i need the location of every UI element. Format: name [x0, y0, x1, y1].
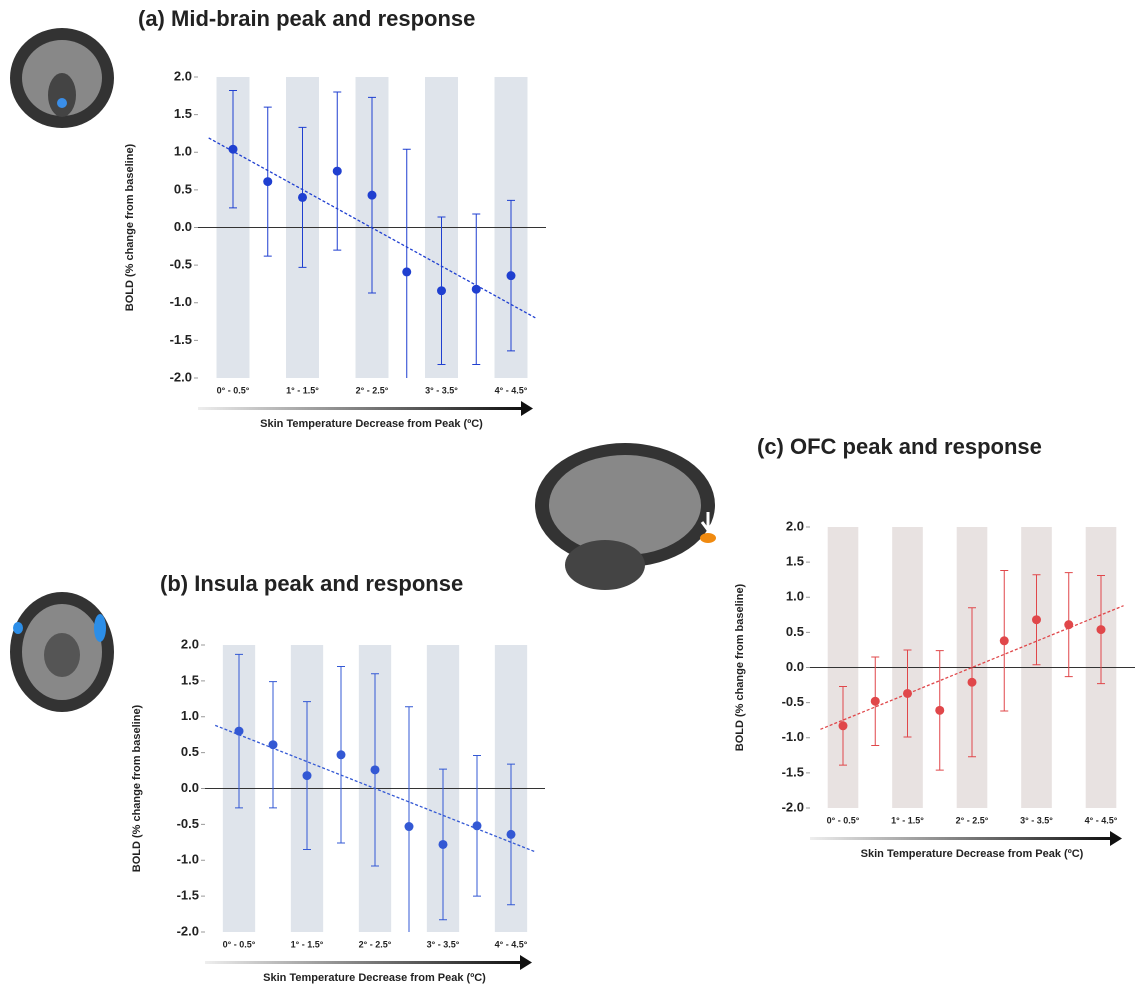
x-tick-label: 3° - 3.5° [425, 385, 458, 395]
point [229, 145, 238, 154]
x-tick-label: 1° - 1.5° [286, 385, 319, 395]
figure: 0° - 0.5° 1° - 1.5° 2° - 2.5° 3° - 3.5° 4° -… [0, 0, 1135, 988]
error-bar [405, 707, 413, 932]
point [1000, 636, 1009, 645]
x-tick-label: 1° - 1.5° [291, 939, 324, 949]
point [303, 771, 312, 780]
y-tick-label: -1.0 [782, 729, 804, 744]
point [968, 678, 977, 687]
x-tick-label: 0° - 0.5° [827, 815, 860, 825]
point [507, 830, 516, 839]
x-arrow-head [1110, 831, 1122, 846]
x-tick-label: 2° - 2.5° [956, 815, 989, 825]
y-tick-label: 2.0 [786, 518, 804, 533]
y-tick-label: -1.5 [170, 332, 192, 347]
y-tick-label: -2.0 [177, 923, 199, 938]
chart-title: (a) Mid-brain peak and response [138, 6, 475, 31]
point [935, 706, 944, 715]
y-tick-label: -1.5 [782, 764, 804, 779]
x-arrow-head [521, 401, 533, 416]
x-tick-label: 3° - 3.5° [1020, 815, 1053, 825]
y-tick-label: -2.0 [170, 369, 192, 384]
chart-title: (b) Insula peak and response [160, 571, 463, 596]
point [1064, 620, 1073, 629]
error-bar [403, 149, 411, 378]
x-tick-label: 1° - 1.5° [891, 815, 924, 825]
point [269, 740, 278, 749]
brain-image-b [10, 592, 114, 712]
chart: 0° - 0.5° 1° - 1.5° 2° - 2.5° 3° - 3.5° 4° -… [734, 434, 1135, 860]
point [473, 821, 482, 830]
point [507, 271, 516, 280]
point [371, 765, 380, 774]
x-axis-label: Skin Temperature Decrease from Peak (ºC) [861, 848, 1084, 860]
y-axis-label: BOLD (% change from baseline) [734, 583, 746, 751]
y-tick-label: 1.5 [181, 672, 199, 687]
point [839, 721, 848, 730]
y-tick-label: -1.5 [177, 888, 199, 903]
point [903, 689, 912, 698]
point [337, 750, 346, 759]
brain-image-c [535, 443, 716, 590]
y-tick-label: 1.0 [786, 589, 804, 604]
y-tick-label: 0.0 [786, 659, 804, 674]
brain-image-a [10, 28, 114, 128]
point [298, 193, 307, 202]
y-axis-label: BOLD (% change from baseline) [124, 143, 136, 311]
y-tick-label: 0.5 [786, 624, 804, 639]
chart-title: (c) OFC peak and response [757, 434, 1042, 459]
point [333, 167, 342, 176]
x-tick-label: 2° - 2.5° [359, 939, 392, 949]
y-tick-label: 0.0 [181, 780, 199, 795]
y-tick-label: 0.5 [174, 181, 192, 196]
point [368, 191, 377, 200]
y-tick-label: 1.0 [174, 144, 192, 159]
point [472, 285, 481, 294]
point [235, 727, 244, 736]
x-tick-label: 0° - 0.5° [223, 939, 256, 949]
x-tick-label: 4° - 4.5° [495, 385, 528, 395]
y-tick-label: 1.0 [181, 708, 199, 723]
y-tick-label: 2.0 [181, 636, 199, 651]
point [1097, 625, 1106, 634]
y-tick-label: 1.5 [174, 106, 192, 121]
y-tick-label: 2.0 [174, 68, 192, 83]
point [405, 822, 414, 831]
point [439, 840, 448, 849]
y-tick-label: -0.5 [177, 816, 199, 831]
x-arrow-head [520, 955, 532, 970]
point [437, 286, 446, 295]
x-axis-label: Skin Temperature Decrease from Peak (ºC) [260, 418, 483, 430]
y-axis-label: BOLD (% change from baseline) [131, 704, 143, 872]
y-tick-label: -2.0 [782, 799, 804, 814]
point [1032, 615, 1041, 624]
x-arrow-shaft [810, 837, 1110, 840]
y-tick-label: -0.5 [782, 694, 804, 709]
x-tick-label: 4° - 4.5° [1085, 815, 1118, 825]
x-tick-label: 4° - 4.5° [495, 939, 528, 949]
y-tick-label: 0.5 [181, 744, 199, 759]
y-tick-label: 1.5 [786, 554, 804, 569]
y-tick-label: -0.5 [170, 257, 192, 272]
y-tick-label: -1.0 [170, 294, 192, 309]
point [402, 267, 411, 276]
x-tick-label: 2° - 2.5° [356, 385, 389, 395]
x-arrow-shaft [205, 961, 520, 964]
point [871, 697, 880, 706]
y-tick-label: 0.0 [174, 219, 192, 234]
y-tick-label: -1.0 [177, 852, 199, 867]
chart: 0° - 0.5° 1° - 1.5° 2° - 2.5° 3° - 3.5° 4° -… [124, 6, 546, 430]
point [263, 177, 272, 186]
x-arrow-shaft [198, 407, 521, 410]
chart: 0° - 0.5° 1° - 1.5° 2° - 2.5° 3° - 3.5° 4° -… [131, 571, 545, 984]
x-tick-label: 3° - 3.5° [427, 939, 460, 949]
x-tick-label: 0° - 0.5° [217, 385, 250, 395]
x-axis-label: Skin Temperature Decrease from Peak (ºC) [263, 972, 486, 984]
